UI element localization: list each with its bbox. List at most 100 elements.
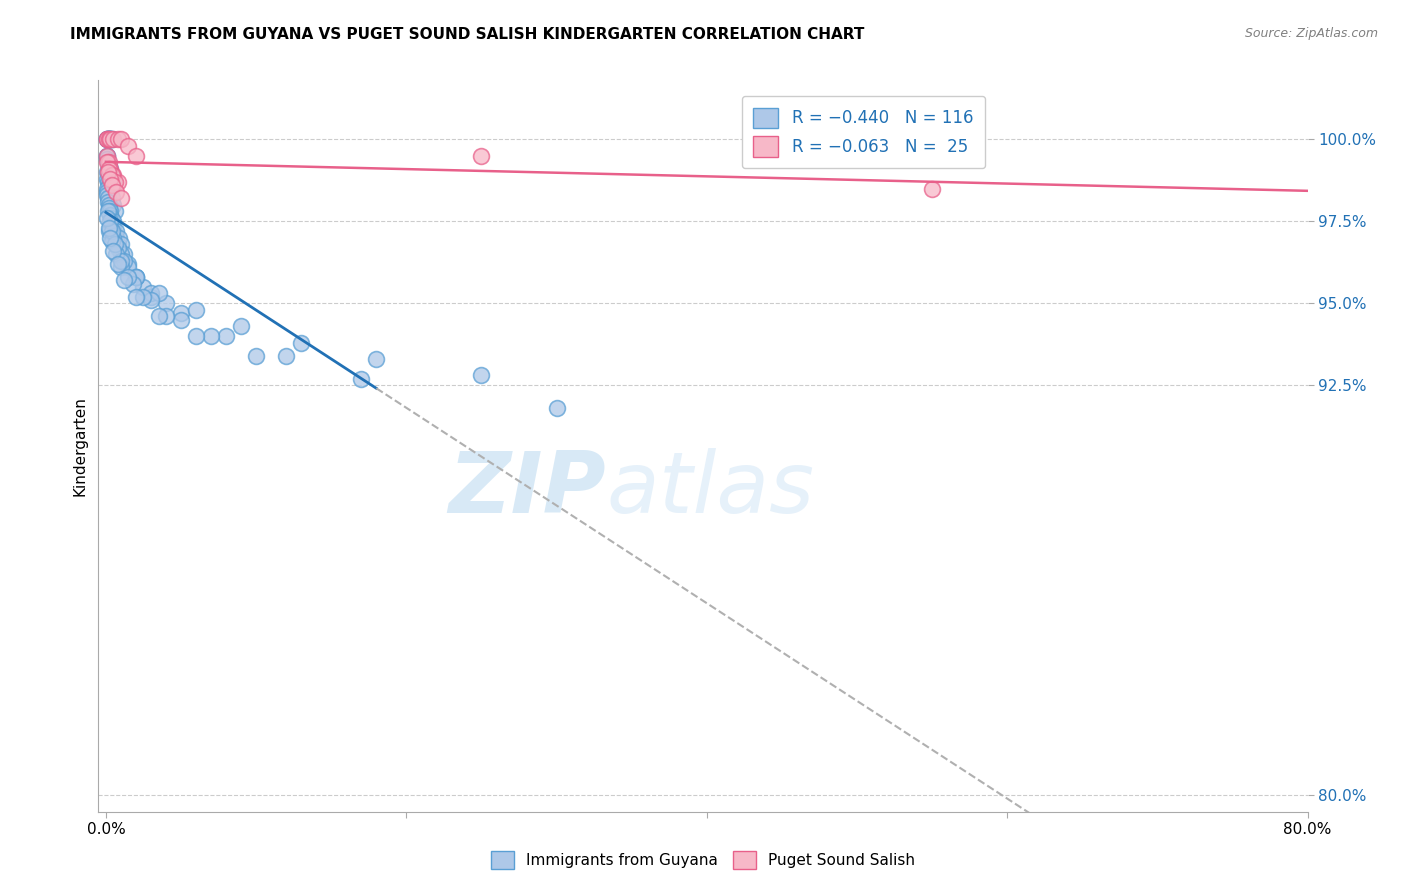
Point bbox=[100, 208, 122, 222]
Point bbox=[101, 132, 124, 146]
Point bbox=[96, 171, 118, 186]
Point bbox=[125, 270, 148, 285]
Point bbox=[97, 132, 120, 146]
Point bbox=[98, 214, 121, 228]
Text: atlas: atlas bbox=[606, 449, 814, 532]
Point bbox=[245, 349, 267, 363]
Point bbox=[107, 237, 129, 252]
Point bbox=[100, 165, 122, 179]
Point bbox=[98, 181, 121, 195]
Point bbox=[170, 306, 193, 320]
Point bbox=[110, 260, 132, 275]
Point bbox=[100, 231, 122, 245]
Point bbox=[117, 139, 139, 153]
Point bbox=[100, 132, 122, 146]
Point bbox=[100, 185, 122, 199]
Point bbox=[97, 220, 120, 235]
Point bbox=[98, 171, 121, 186]
Point bbox=[101, 191, 124, 205]
Point bbox=[97, 132, 120, 146]
Point bbox=[148, 310, 170, 324]
Point bbox=[104, 175, 127, 189]
Point bbox=[132, 280, 155, 294]
Point bbox=[276, 349, 298, 363]
Point bbox=[98, 204, 121, 219]
Point bbox=[97, 198, 120, 212]
Point bbox=[96, 132, 118, 146]
Point bbox=[97, 201, 120, 215]
Text: Source: ZipAtlas.com: Source: ZipAtlas.com bbox=[1244, 27, 1378, 40]
Point bbox=[104, 227, 127, 242]
Point bbox=[103, 198, 125, 212]
Point bbox=[103, 220, 125, 235]
Point bbox=[122, 277, 145, 291]
Point bbox=[101, 178, 124, 193]
Legend: Immigrants from Guyana, Puget Sound Salish: Immigrants from Guyana, Puget Sound Sali… bbox=[485, 845, 921, 875]
Point bbox=[117, 260, 139, 275]
Point bbox=[155, 310, 177, 324]
Point bbox=[546, 401, 568, 416]
Point bbox=[97, 175, 120, 189]
Point bbox=[350, 372, 373, 386]
Point bbox=[96, 188, 118, 202]
Point bbox=[97, 159, 120, 173]
Point bbox=[97, 161, 120, 176]
Point bbox=[100, 188, 122, 202]
Point bbox=[100, 211, 122, 225]
Point bbox=[132, 290, 155, 304]
Point bbox=[110, 247, 132, 261]
Point bbox=[97, 204, 120, 219]
Point bbox=[96, 149, 118, 163]
Point bbox=[155, 296, 177, 310]
Point bbox=[96, 132, 118, 146]
Point bbox=[97, 132, 120, 146]
Point bbox=[112, 253, 135, 268]
Point bbox=[96, 211, 118, 225]
Point bbox=[101, 214, 124, 228]
Point bbox=[97, 191, 120, 205]
Point bbox=[103, 244, 125, 258]
Point bbox=[107, 257, 129, 271]
Point bbox=[97, 132, 120, 146]
Point bbox=[921, 181, 943, 195]
Point bbox=[101, 169, 124, 183]
Point bbox=[125, 290, 148, 304]
Point bbox=[112, 273, 135, 287]
Point bbox=[117, 270, 139, 285]
Point bbox=[184, 302, 207, 317]
Text: ZIP: ZIP bbox=[449, 449, 606, 532]
Point bbox=[139, 293, 162, 307]
Point bbox=[366, 352, 388, 367]
Point bbox=[108, 231, 131, 245]
Point bbox=[104, 237, 127, 252]
Point bbox=[96, 132, 118, 146]
Point bbox=[103, 132, 125, 146]
Point bbox=[200, 329, 222, 343]
Point bbox=[105, 224, 128, 238]
Point bbox=[97, 165, 120, 179]
Point bbox=[110, 253, 132, 268]
Point bbox=[97, 132, 120, 146]
Point bbox=[229, 319, 252, 334]
Point bbox=[470, 149, 492, 163]
Point bbox=[101, 224, 124, 238]
Point bbox=[98, 161, 121, 176]
Point bbox=[139, 286, 162, 301]
Point bbox=[96, 152, 118, 166]
Point bbox=[96, 132, 118, 146]
Point bbox=[103, 214, 125, 228]
Point bbox=[100, 220, 122, 235]
Point bbox=[148, 286, 170, 301]
Point bbox=[96, 155, 118, 169]
Point bbox=[100, 161, 122, 176]
Point bbox=[110, 132, 132, 146]
Point bbox=[98, 132, 121, 146]
Point bbox=[97, 194, 120, 209]
Point bbox=[105, 185, 128, 199]
Point bbox=[107, 132, 129, 146]
Point bbox=[97, 178, 120, 193]
Point bbox=[105, 247, 128, 261]
Point bbox=[96, 185, 118, 199]
Point bbox=[103, 231, 125, 245]
Point bbox=[104, 204, 127, 219]
